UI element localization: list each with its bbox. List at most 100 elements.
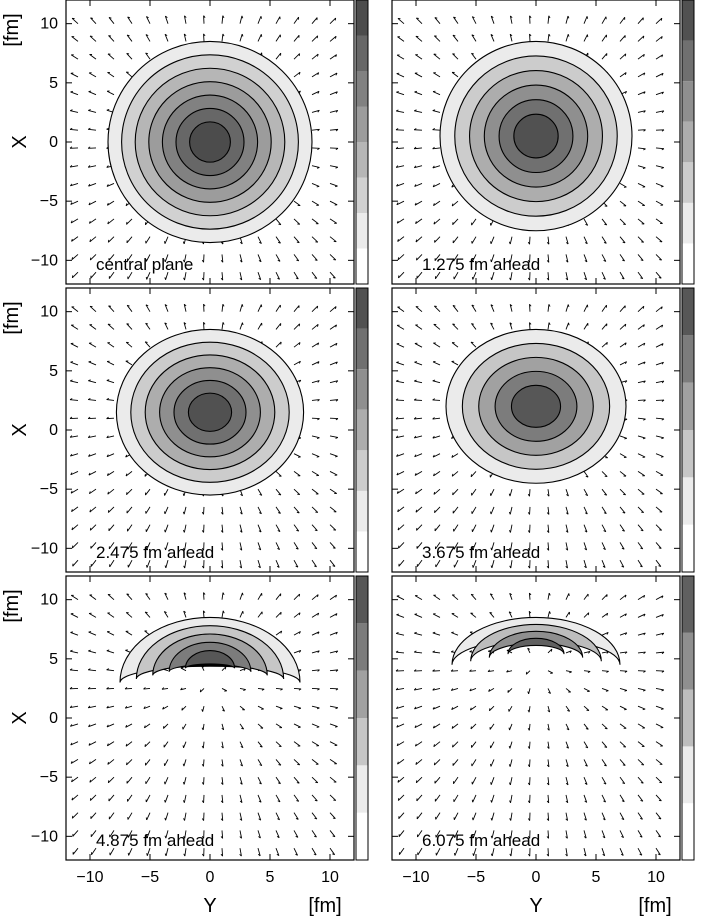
flow-arrow (329, 380, 338, 384)
flow-arrow (453, 776, 459, 785)
flow-arrow (396, 614, 405, 618)
flow-arrowhead (87, 705, 91, 709)
flow-arrow (619, 342, 627, 348)
flow-arrow (257, 705, 264, 710)
flow-arrow (71, 54, 79, 60)
flow-arrow (414, 147, 423, 150)
flow-arrowhead (432, 379, 436, 382)
flow-arrowhead (661, 632, 665, 636)
flow-arrow (257, 723, 264, 729)
flow-arrowhead (161, 687, 165, 690)
flow-arrowhead (548, 15, 551, 19)
flow-arrow (397, 506, 405, 513)
flow-arrowhead (624, 437, 627, 440)
flow-arrow (506, 670, 513, 673)
flow-arrowhead (622, 782, 625, 785)
flow-arrowhead (643, 91, 646, 95)
flow-arrowhead (604, 494, 607, 496)
flow-arrowhead (277, 259, 281, 262)
flow-arrow (257, 488, 263, 496)
flow-arrow (619, 35, 626, 42)
flow-arrowhead (661, 73, 664, 76)
flow-arrowhead (259, 241, 262, 244)
flow-arrowhead (317, 380, 320, 383)
flow-arrowhead (414, 90, 418, 93)
panel-3-contours (66, 288, 354, 572)
flow-arrow (509, 593, 513, 600)
flow-arrowhead (509, 304, 513, 307)
flow-arrowhead (314, 799, 318, 802)
flow-arrowhead (280, 630, 283, 634)
flow-arrowhead (317, 399, 320, 402)
flow-arrow (146, 559, 151, 568)
flow-arrowhead (432, 184, 435, 188)
flow-arrowhead (490, 259, 492, 263)
flow-arrow (619, 794, 625, 802)
flow-arrow (125, 630, 133, 636)
flow-arrow (70, 343, 79, 348)
flow-arrow (275, 524, 281, 532)
flow-arrow (89, 506, 97, 513)
panel-1-colorbar (355, 0, 369, 285)
flow-arrowhead (314, 547, 318, 550)
flow-arrowhead (624, 613, 627, 617)
flow-arrow (329, 631, 338, 636)
flow-arrow (311, 35, 318, 42)
flow-arrow (107, 612, 115, 618)
flow-arrow (601, 236, 607, 244)
flow-arrow (637, 847, 643, 856)
flow-arrow (547, 670, 553, 674)
flow-arrow (583, 272, 588, 280)
flow-arrow (637, 524, 644, 532)
flow-arrowhead (661, 324, 664, 328)
colorbar-step (682, 335, 694, 383)
flow-arrow (655, 91, 664, 96)
flow-arrow (145, 236, 151, 244)
flow-arrowhead (661, 148, 665, 151)
flow-arrow (145, 52, 151, 60)
flow-arrow (275, 506, 281, 514)
flow-arrowhead (621, 835, 624, 838)
flow-arrow (165, 812, 169, 821)
flow-arrow (257, 776, 262, 785)
flow-arrow (601, 670, 609, 672)
flow-arrow (329, 435, 338, 438)
flow-arrow (396, 110, 405, 113)
flow-arrow (433, 53, 441, 60)
flow-arrow (257, 322, 263, 330)
flow-arrow (417, 847, 423, 856)
flow-arrowhead (127, 16, 131, 19)
flow-arrow (583, 794, 588, 803)
flow-arrowhead (106, 743, 109, 746)
colorbar-step (356, 328, 368, 370)
flow-arrowhead (317, 418, 320, 421)
flow-arrow (432, 361, 441, 366)
flow-arrow (221, 830, 224, 839)
flow-arrow (71, 236, 79, 242)
flow-arrowhead (602, 565, 606, 568)
flow-arrow (164, 304, 169, 312)
flow-arrowhead (643, 380, 646, 384)
flow-arrow (414, 361, 423, 366)
flow-arrow (547, 542, 550, 551)
flow-arrowhead (661, 36, 663, 39)
flow-arrow (452, 759, 459, 766)
flow-arrowhead (451, 707, 454, 710)
flow-arrow (547, 706, 551, 713)
y-tick-label: −10 (31, 828, 58, 845)
flow-arrow (510, 848, 513, 857)
flow-arrow (451, 342, 459, 348)
flow-arrowhead (106, 668, 110, 671)
flow-arrowhead (87, 686, 91, 690)
flow-arrow (239, 611, 244, 618)
flow-arrowhead (527, 800, 531, 804)
flow-arrow (470, 594, 477, 600)
flow-arrow (329, 453, 338, 457)
flow-arrow (90, 830, 97, 838)
flow-arrow (583, 542, 588, 551)
flow-arrowhead (548, 592, 551, 596)
flow-arrow (565, 506, 569, 515)
flow-arrow (144, 611, 151, 618)
flow-arrow (601, 254, 607, 262)
